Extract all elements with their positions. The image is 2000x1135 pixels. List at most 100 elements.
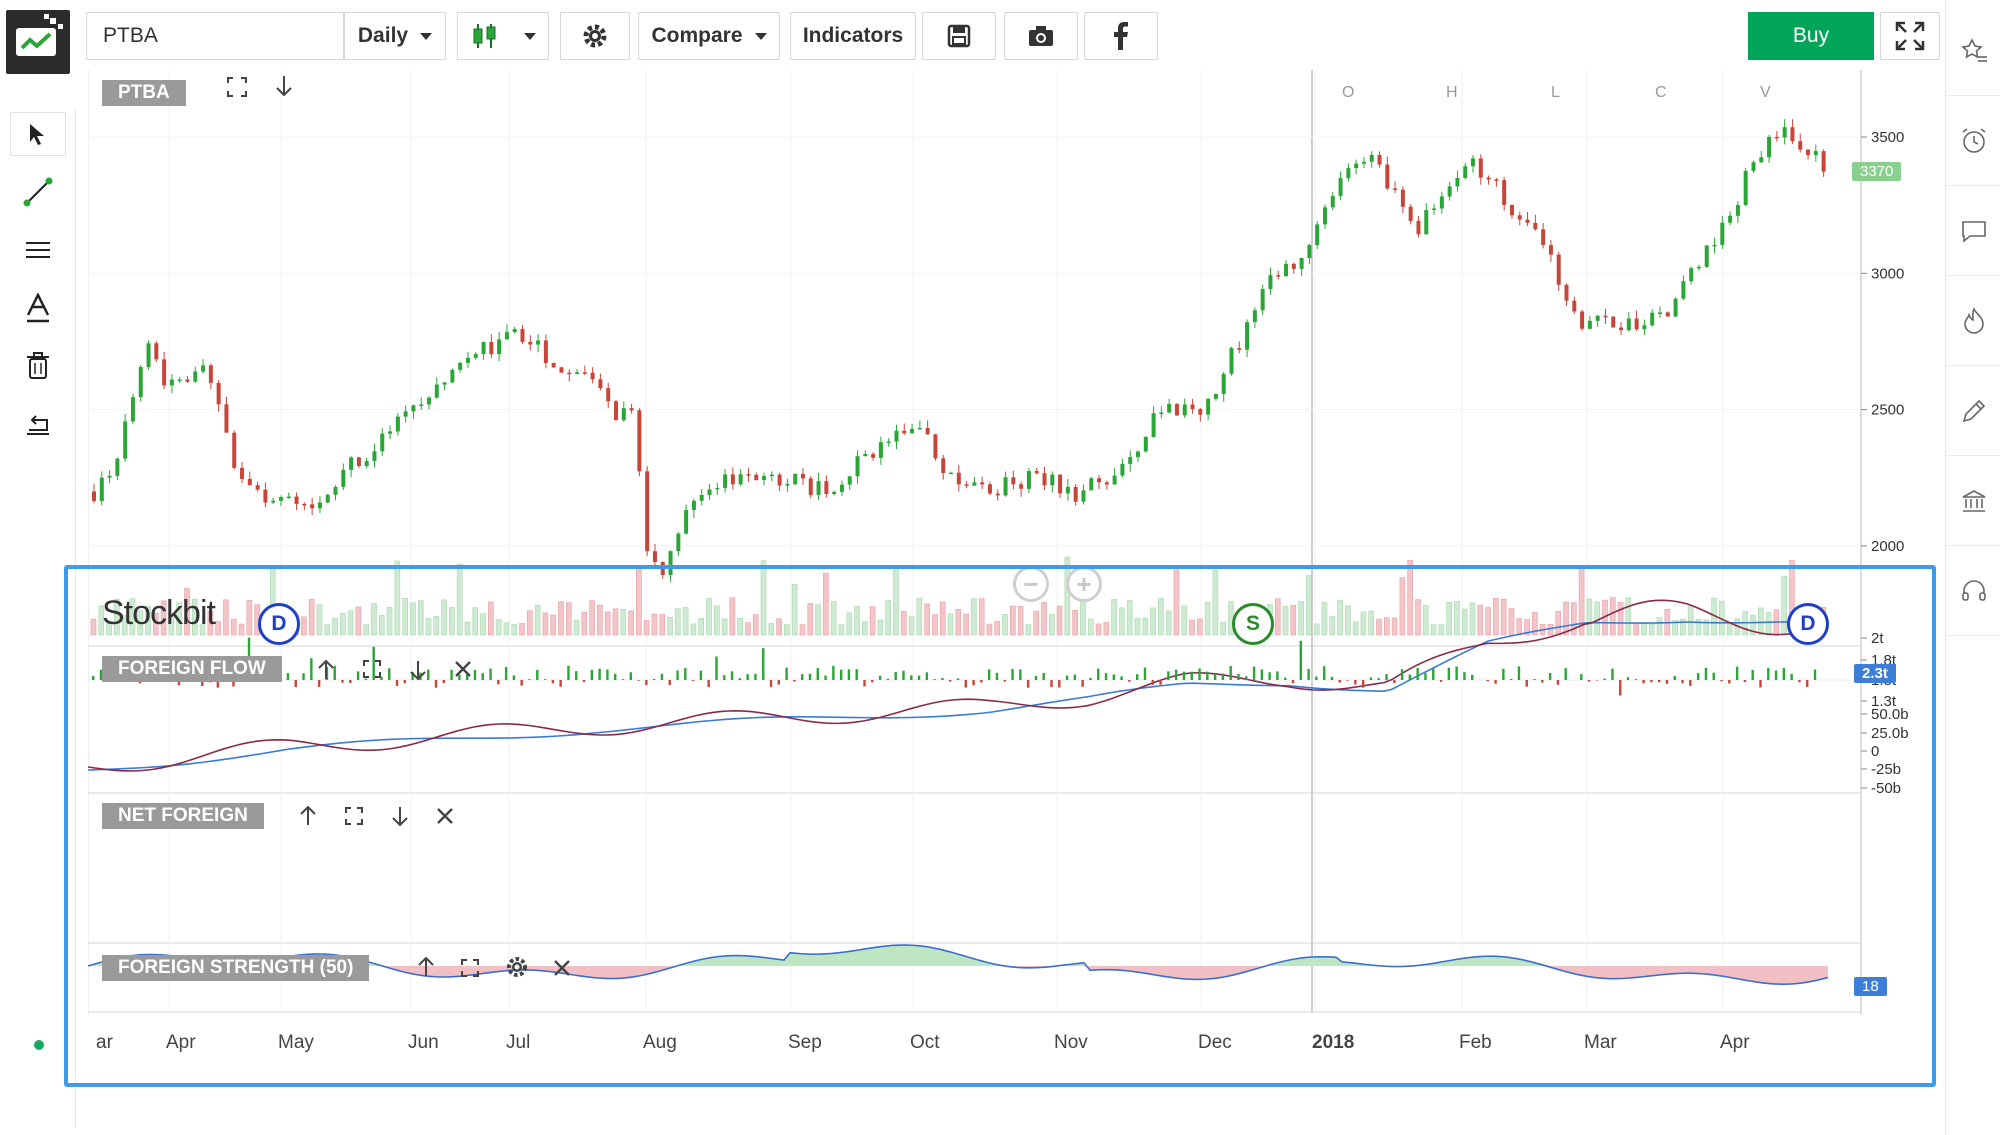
zoom-in-button[interactable]: + (1066, 566, 1102, 602)
net-foreign-bar (1385, 674, 1388, 680)
volume-bar (1384, 617, 1390, 636)
ff-tick-label: 2t (1871, 630, 1884, 647)
fs-maximize-button[interactable] (460, 958, 480, 983)
dividend-marker[interactable]: D (258, 603, 300, 645)
fs-area-segment (1816, 966, 1822, 981)
fs-area-segment (412, 966, 418, 975)
facebook-share-button[interactable] (1084, 12, 1158, 60)
facebook-icon (1114, 22, 1128, 50)
fs-area-segment (832, 952, 838, 966)
net-foreign-bar (528, 679, 531, 680)
ff-maximize-button[interactable] (362, 659, 382, 684)
undo-tool[interactable] (10, 402, 66, 446)
candle-body (894, 430, 899, 442)
net-foreign-bar (941, 677, 944, 680)
compare-dropdown[interactable]: Compare (638, 12, 780, 60)
candle-body (1728, 215, 1733, 223)
candle-body (1284, 263, 1289, 277)
net-foreign-bar (302, 673, 305, 680)
fs-area-segment (1780, 966, 1786, 985)
candle-body (1751, 162, 1756, 171)
net-foreign-bar (1377, 678, 1380, 680)
volume-bar (698, 618, 705, 636)
fs-close-button[interactable] (553, 959, 571, 982)
delete-drawings-tool[interactable] (10, 344, 66, 388)
watchlist-star-button[interactable] (1946, 6, 2000, 96)
candle-body (1026, 471, 1031, 489)
stockbit-logo[interactable] (6, 10, 70, 74)
volume-bar (1524, 619, 1530, 636)
split-marker[interactable]: S (1232, 603, 1274, 645)
last-price-tag: 3370 (1852, 162, 1902, 181)
candle-body (1704, 245, 1709, 267)
volume-bar (1446, 601, 1452, 636)
net-foreign-bar (294, 680, 297, 688)
nf-move-up-button[interactable] (298, 805, 318, 832)
nf-close-button[interactable] (436, 807, 454, 830)
nf-maximize-button[interactable] (344, 806, 364, 831)
trending-button[interactable] (1946, 276, 2000, 366)
cursor-arrow-icon (30, 124, 44, 145)
volume-bar (308, 599, 315, 636)
net-foreign-bar (1361, 680, 1365, 688)
volume-bar (1321, 602, 1328, 636)
main-pane-maximize-button[interactable] (226, 76, 248, 104)
zoom-out-button[interactable]: − (1013, 566, 1049, 602)
chart-settings-button[interactable] (560, 12, 630, 60)
fs-move-up-button[interactable] (416, 956, 436, 983)
candle-body (1120, 463, 1125, 476)
fs-settings-button[interactable] (505, 955, 529, 984)
notes-button[interactable] (1946, 366, 2000, 456)
fs-area-segment (568, 966, 574, 976)
candle-body (972, 482, 977, 486)
net-foreign-bar (388, 668, 391, 680)
candle-body (1151, 413, 1156, 438)
fs-area-segment (448, 966, 454, 977)
interval-dropdown[interactable]: Daily (344, 12, 446, 60)
horizontal-lines-tool[interactable] (10, 228, 66, 272)
nf-move-down-button[interactable] (390, 805, 410, 832)
pointer-tool[interactable] (10, 112, 66, 156)
text-tool[interactable] (10, 286, 66, 330)
symbol-input[interactable]: PTBA (86, 12, 344, 60)
broker-button[interactable] (1946, 456, 2000, 546)
buy-button[interactable]: Buy (1748, 12, 1874, 60)
trendline-tool[interactable] (10, 170, 66, 214)
volume-bar (1399, 577, 1406, 636)
price-tick-label: 2000 (1871, 538, 1904, 555)
candle-body (1252, 310, 1257, 323)
alerts-button[interactable] (1946, 96, 2000, 186)
support-button[interactable] (1946, 546, 2000, 636)
chat-button[interactable] (1946, 186, 2000, 276)
ff-move-up-button[interactable] (316, 659, 336, 686)
chart-type-button[interactable] (457, 12, 549, 60)
save-chart-button[interactable] (922, 12, 996, 60)
candle-body (1587, 320, 1592, 329)
ff-move-down-button[interactable] (408, 659, 428, 686)
candle-body (590, 372, 595, 380)
indicators-button[interactable]: Indicators (790, 12, 916, 60)
candle-body (995, 493, 1000, 496)
right-sidebar (1945, 0, 2000, 1135)
volume-bar (830, 601, 837, 636)
candle-body (1774, 136, 1779, 139)
chart-canvas[interactable]: ar Apr May Jun Jul Aug Sep Oct Nov Dec 2018 Feb Mar A… (88, 70, 1944, 1070)
snapshot-button[interactable] (1004, 12, 1078, 60)
main-pane-move-down-button[interactable] (274, 74, 294, 104)
net-foreign-bar (995, 672, 999, 680)
dividend-marker[interactable]: D (1787, 603, 1829, 645)
candle-body (1525, 219, 1530, 223)
candle-body (278, 497, 283, 501)
volume-bar (386, 606, 393, 636)
net-foreign-bar (847, 669, 851, 680)
ff-close-button[interactable] (454, 660, 472, 683)
candle-body (92, 491, 96, 502)
interval-label: Daily (357, 24, 409, 47)
arrow-up-icon (298, 805, 318, 831)
volume-bar (947, 613, 954, 636)
candle-body (606, 388, 611, 402)
fullscreen-button[interactable] (1880, 12, 1940, 60)
candle-body (1299, 258, 1304, 269)
volume-bar (1641, 623, 1647, 636)
fs-area-segment (1744, 966, 1750, 981)
